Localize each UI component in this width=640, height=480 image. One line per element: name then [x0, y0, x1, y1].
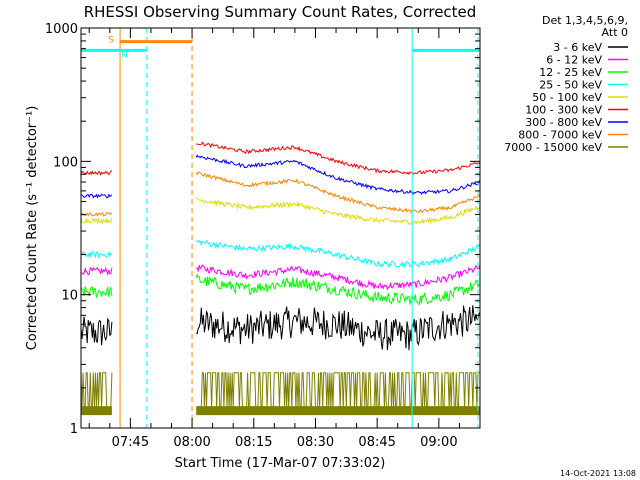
series-300-800keV [80, 154, 481, 199]
series-line [196, 264, 481, 291]
series-800-7000keV [80, 171, 481, 217]
x-tick-label: 09:00 [420, 435, 457, 450]
series-line [80, 193, 113, 199]
legend-title: Det 1,3,4,5,6,9, [542, 14, 628, 27]
series-6-12keV [80, 264, 481, 291]
legend-label: 50 - 100 keV [532, 91, 602, 104]
y-tick-label: 10 [61, 289, 78, 304]
series-100-300keV [80, 141, 481, 176]
legend-label: 7000 - 15000 keV [504, 141, 602, 154]
series-7000-15000keV [80, 372, 480, 416]
series-line [195, 305, 481, 351]
series-3-6keV [80, 305, 481, 351]
legend-label: 100 - 300 keV [525, 104, 602, 117]
x-axis: 07:45 08:00 08:15 08:30 08:45 09:00 [88, 28, 481, 450]
series-line [80, 211, 113, 217]
chart-title: RHESSI Observing Summary Count Rates, Co… [84, 3, 477, 21]
series-line [80, 266, 113, 277]
legend-label: 300 - 800 keV [525, 116, 602, 129]
legend-label: 3 - 6 keV [553, 41, 602, 54]
series-line [196, 141, 481, 176]
legend-label: 25 - 50 keV [539, 79, 602, 92]
series-line [195, 154, 481, 196]
x-tick-label: 08:30 [297, 435, 334, 450]
y-tick-label: 1 [70, 422, 78, 437]
x-axis-label: Start Time (17-Mar-07 07:33:02) [175, 456, 386, 471]
series-line [80, 316, 113, 346]
x-tick-label: 08:15 [235, 435, 272, 450]
flag-label: S [108, 36, 114, 46]
series-line [195, 197, 481, 225]
timestamp: 14-Oct-2021 13:08 [560, 469, 636, 478]
legend-title: Att 0 [602, 26, 628, 39]
legend-label: 800 - 7000 keV [518, 129, 602, 142]
series-layer [80, 141, 481, 416]
series-25-50keV [80, 239, 481, 269]
y-tick-label: 1000 [45, 22, 78, 37]
y-axis-label: Corrected Count Rate (s⁻¹ detector⁻¹) [25, 106, 40, 351]
series-50-100keV [80, 197, 481, 225]
y-tick-label: 100 [53, 155, 78, 170]
legend-label: 6 - 12 keV [546, 54, 602, 67]
x-tick-label: 08:45 [358, 435, 395, 450]
series-line [195, 273, 481, 306]
x-tick-label: 08:00 [173, 435, 210, 450]
series-line [80, 286, 113, 299]
legend-label: 12 - 25 keV [539, 66, 602, 79]
plot-frame [80, 27, 481, 429]
series-line [195, 239, 481, 269]
series-12-25keV [80, 273, 481, 306]
series-line [80, 170, 113, 176]
flag-label: N [121, 50, 128, 60]
series-line [80, 217, 113, 225]
y-axis: 1 10 100 1000 [45, 22, 480, 437]
plot-area: SN [80, 27, 481, 429]
series-line [195, 171, 481, 214]
x-tick-label: 07:45 [112, 435, 149, 450]
series-line [80, 250, 113, 260]
